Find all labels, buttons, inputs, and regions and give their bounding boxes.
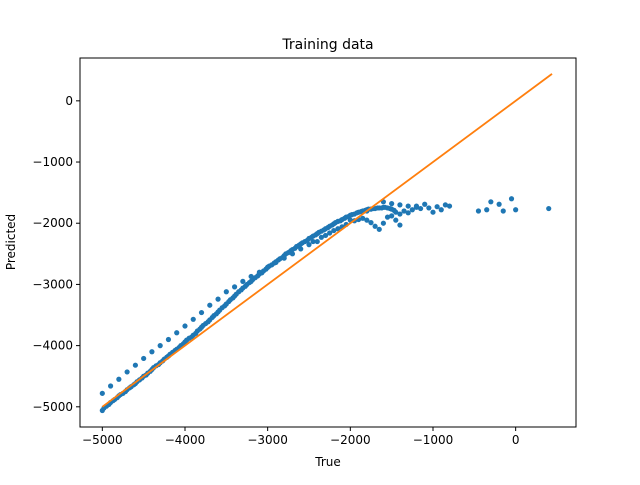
y-axis-label: Predicted (4, 214, 18, 270)
y-tick-label: −4000 (32, 339, 73, 353)
scatter-point (198, 309, 205, 316)
scatter-point (426, 205, 432, 211)
scatter-point (413, 204, 420, 210)
y-tick-label: −1000 (32, 155, 73, 169)
scatter-point (248, 273, 254, 280)
scatter-point (327, 230, 333, 236)
scatter-point (393, 217, 399, 223)
scatter-point (116, 376, 122, 382)
scatter-point (368, 220, 374, 226)
scatter-point (389, 201, 395, 207)
y-axis: −5000 −4000 −3000 −2000 −1000 0 (32, 94, 80, 414)
y-tick-label: 0 (65, 94, 73, 108)
scatter-point (149, 349, 155, 355)
scatter-point (417, 205, 424, 212)
scatter-point (372, 223, 378, 229)
x-tick-label: −2000 (330, 433, 371, 447)
scatter-point (376, 226, 382, 232)
scatter-point (141, 355, 147, 362)
scatter-point (318, 234, 324, 240)
scatter-point (124, 369, 130, 375)
scatter-point (546, 205, 552, 212)
x-tick-label: −1000 (413, 433, 454, 447)
x-tick-label: −5000 (82, 433, 123, 447)
scatter-point (157, 343, 163, 349)
scatter-point (496, 201, 502, 207)
scatter-point (405, 203, 411, 209)
points-layer (99, 196, 552, 414)
scatter-point (331, 227, 337, 234)
scatter-point (401, 208, 407, 214)
scatter-point (484, 207, 490, 213)
scatter-point (289, 251, 296, 257)
scatter-point (215, 296, 221, 302)
scatter-point (256, 269, 262, 275)
scatter-point (174, 330, 180, 336)
scatter-point (397, 211, 403, 217)
scatter-point (207, 302, 213, 308)
scatter-point (364, 217, 370, 223)
scatter-point (442, 202, 448, 208)
scatter-point (488, 199, 494, 205)
scatter-point (182, 323, 188, 329)
scatter-point (430, 209, 436, 215)
scatter-point (314, 238, 320, 245)
scatter-point (265, 264, 271, 270)
scatter-point (107, 383, 114, 389)
y-tick-label: −2000 (32, 216, 73, 230)
scatter-point (513, 207, 519, 213)
x-tick-label: −3000 (247, 433, 288, 447)
scatter-point (500, 208, 506, 214)
scatter-point (360, 215, 366, 221)
chart-title: Training data (281, 37, 373, 53)
scatter-point (422, 201, 428, 207)
plot-area (80, 58, 576, 427)
scatter-point (393, 209, 399, 215)
scatter-point (405, 210, 411, 216)
scatter-point (475, 208, 482, 214)
scatter-point (389, 213, 395, 219)
scatter-point (190, 316, 196, 322)
scatter-point (397, 202, 403, 208)
reference-line (101, 73, 553, 408)
scatter-point (310, 238, 316, 245)
x-tick-label: −4000 (165, 433, 206, 447)
x-axis-label: True (314, 455, 341, 469)
scatter-point (508, 196, 515, 202)
scatter-point (409, 207, 415, 213)
scatter-point (165, 336, 172, 343)
scatter-point (306, 242, 312, 248)
scatter-point (223, 289, 229, 295)
scatter-point (446, 203, 453, 209)
y-tick-label: −3000 (32, 277, 73, 291)
scatter-point (438, 207, 444, 213)
scatter-point (298, 246, 304, 252)
x-axis: −5000 −4000 −3000 −2000 −1000 0 (82, 427, 519, 447)
scatter-point (434, 204, 440, 210)
scatter-point (380, 220, 386, 226)
y-tick-label: −5000 (32, 400, 73, 414)
x-tick-label: 0 (512, 433, 520, 447)
scatter-point (273, 259, 279, 265)
scatter-point (240, 278, 246, 284)
scatter-point (384, 214, 391, 220)
line-layer (101, 73, 553, 408)
scatter-point (99, 390, 105, 396)
scatter-point (132, 362, 138, 368)
scatter-point (322, 232, 329, 239)
scatter-point (281, 255, 287, 261)
scatter-point (397, 222, 403, 228)
plot-frame (79, 57, 577, 428)
scatter-point (335, 226, 341, 232)
scatter-point (231, 284, 238, 290)
